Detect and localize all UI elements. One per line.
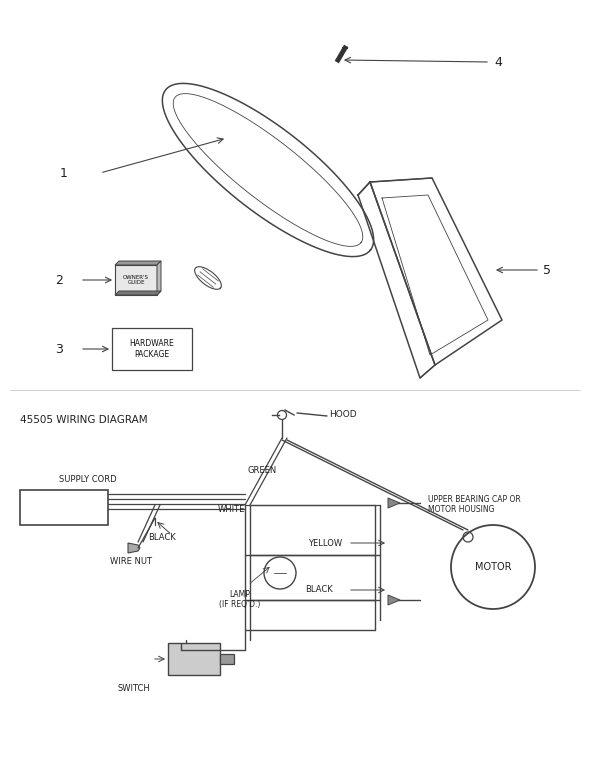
Text: 5: 5 — [543, 263, 551, 277]
Text: SUPPLY CORD: SUPPLY CORD — [59, 475, 117, 484]
FancyBboxPatch shape — [20, 490, 108, 525]
Text: GREEN: GREEN — [248, 466, 277, 474]
Polygon shape — [388, 498, 400, 508]
Text: OWNER'S
GUIDE: OWNER'S GUIDE — [123, 274, 149, 285]
FancyBboxPatch shape — [220, 654, 234, 664]
Text: 3: 3 — [55, 343, 63, 355]
Polygon shape — [115, 261, 161, 265]
Text: YELLOW: YELLOW — [308, 539, 342, 547]
FancyBboxPatch shape — [112, 328, 192, 370]
Polygon shape — [157, 261, 161, 295]
Text: SWITCH: SWITCH — [117, 684, 150, 693]
Text: WHITE: WHITE — [218, 506, 245, 514]
Text: LAMP
(IF REQ'D.): LAMP (IF REQ'D.) — [219, 590, 261, 609]
Text: BLACK: BLACK — [148, 533, 176, 543]
Text: HOOD: HOOD — [329, 409, 356, 419]
Text: 45505 WIRING DIAGRAM: 45505 WIRING DIAGRAM — [20, 415, 148, 425]
Text: 1: 1 — [60, 166, 68, 180]
Polygon shape — [128, 543, 140, 553]
FancyBboxPatch shape — [168, 643, 220, 675]
Text: BLACK: BLACK — [305, 586, 333, 594]
Text: 4: 4 — [494, 56, 502, 68]
Text: 2: 2 — [55, 274, 63, 286]
FancyBboxPatch shape — [115, 265, 157, 295]
Text: HARDWARE
PACKAGE: HARDWARE PACKAGE — [130, 339, 175, 359]
Text: MOTOR: MOTOR — [475, 562, 512, 572]
Polygon shape — [388, 595, 400, 605]
Polygon shape — [115, 291, 161, 295]
Text: WIRE NUT: WIRE NUT — [110, 557, 152, 567]
Text: UPPER BEARING CAP OR
MOTOR HOUSING: UPPER BEARING CAP OR MOTOR HOUSING — [428, 495, 521, 514]
